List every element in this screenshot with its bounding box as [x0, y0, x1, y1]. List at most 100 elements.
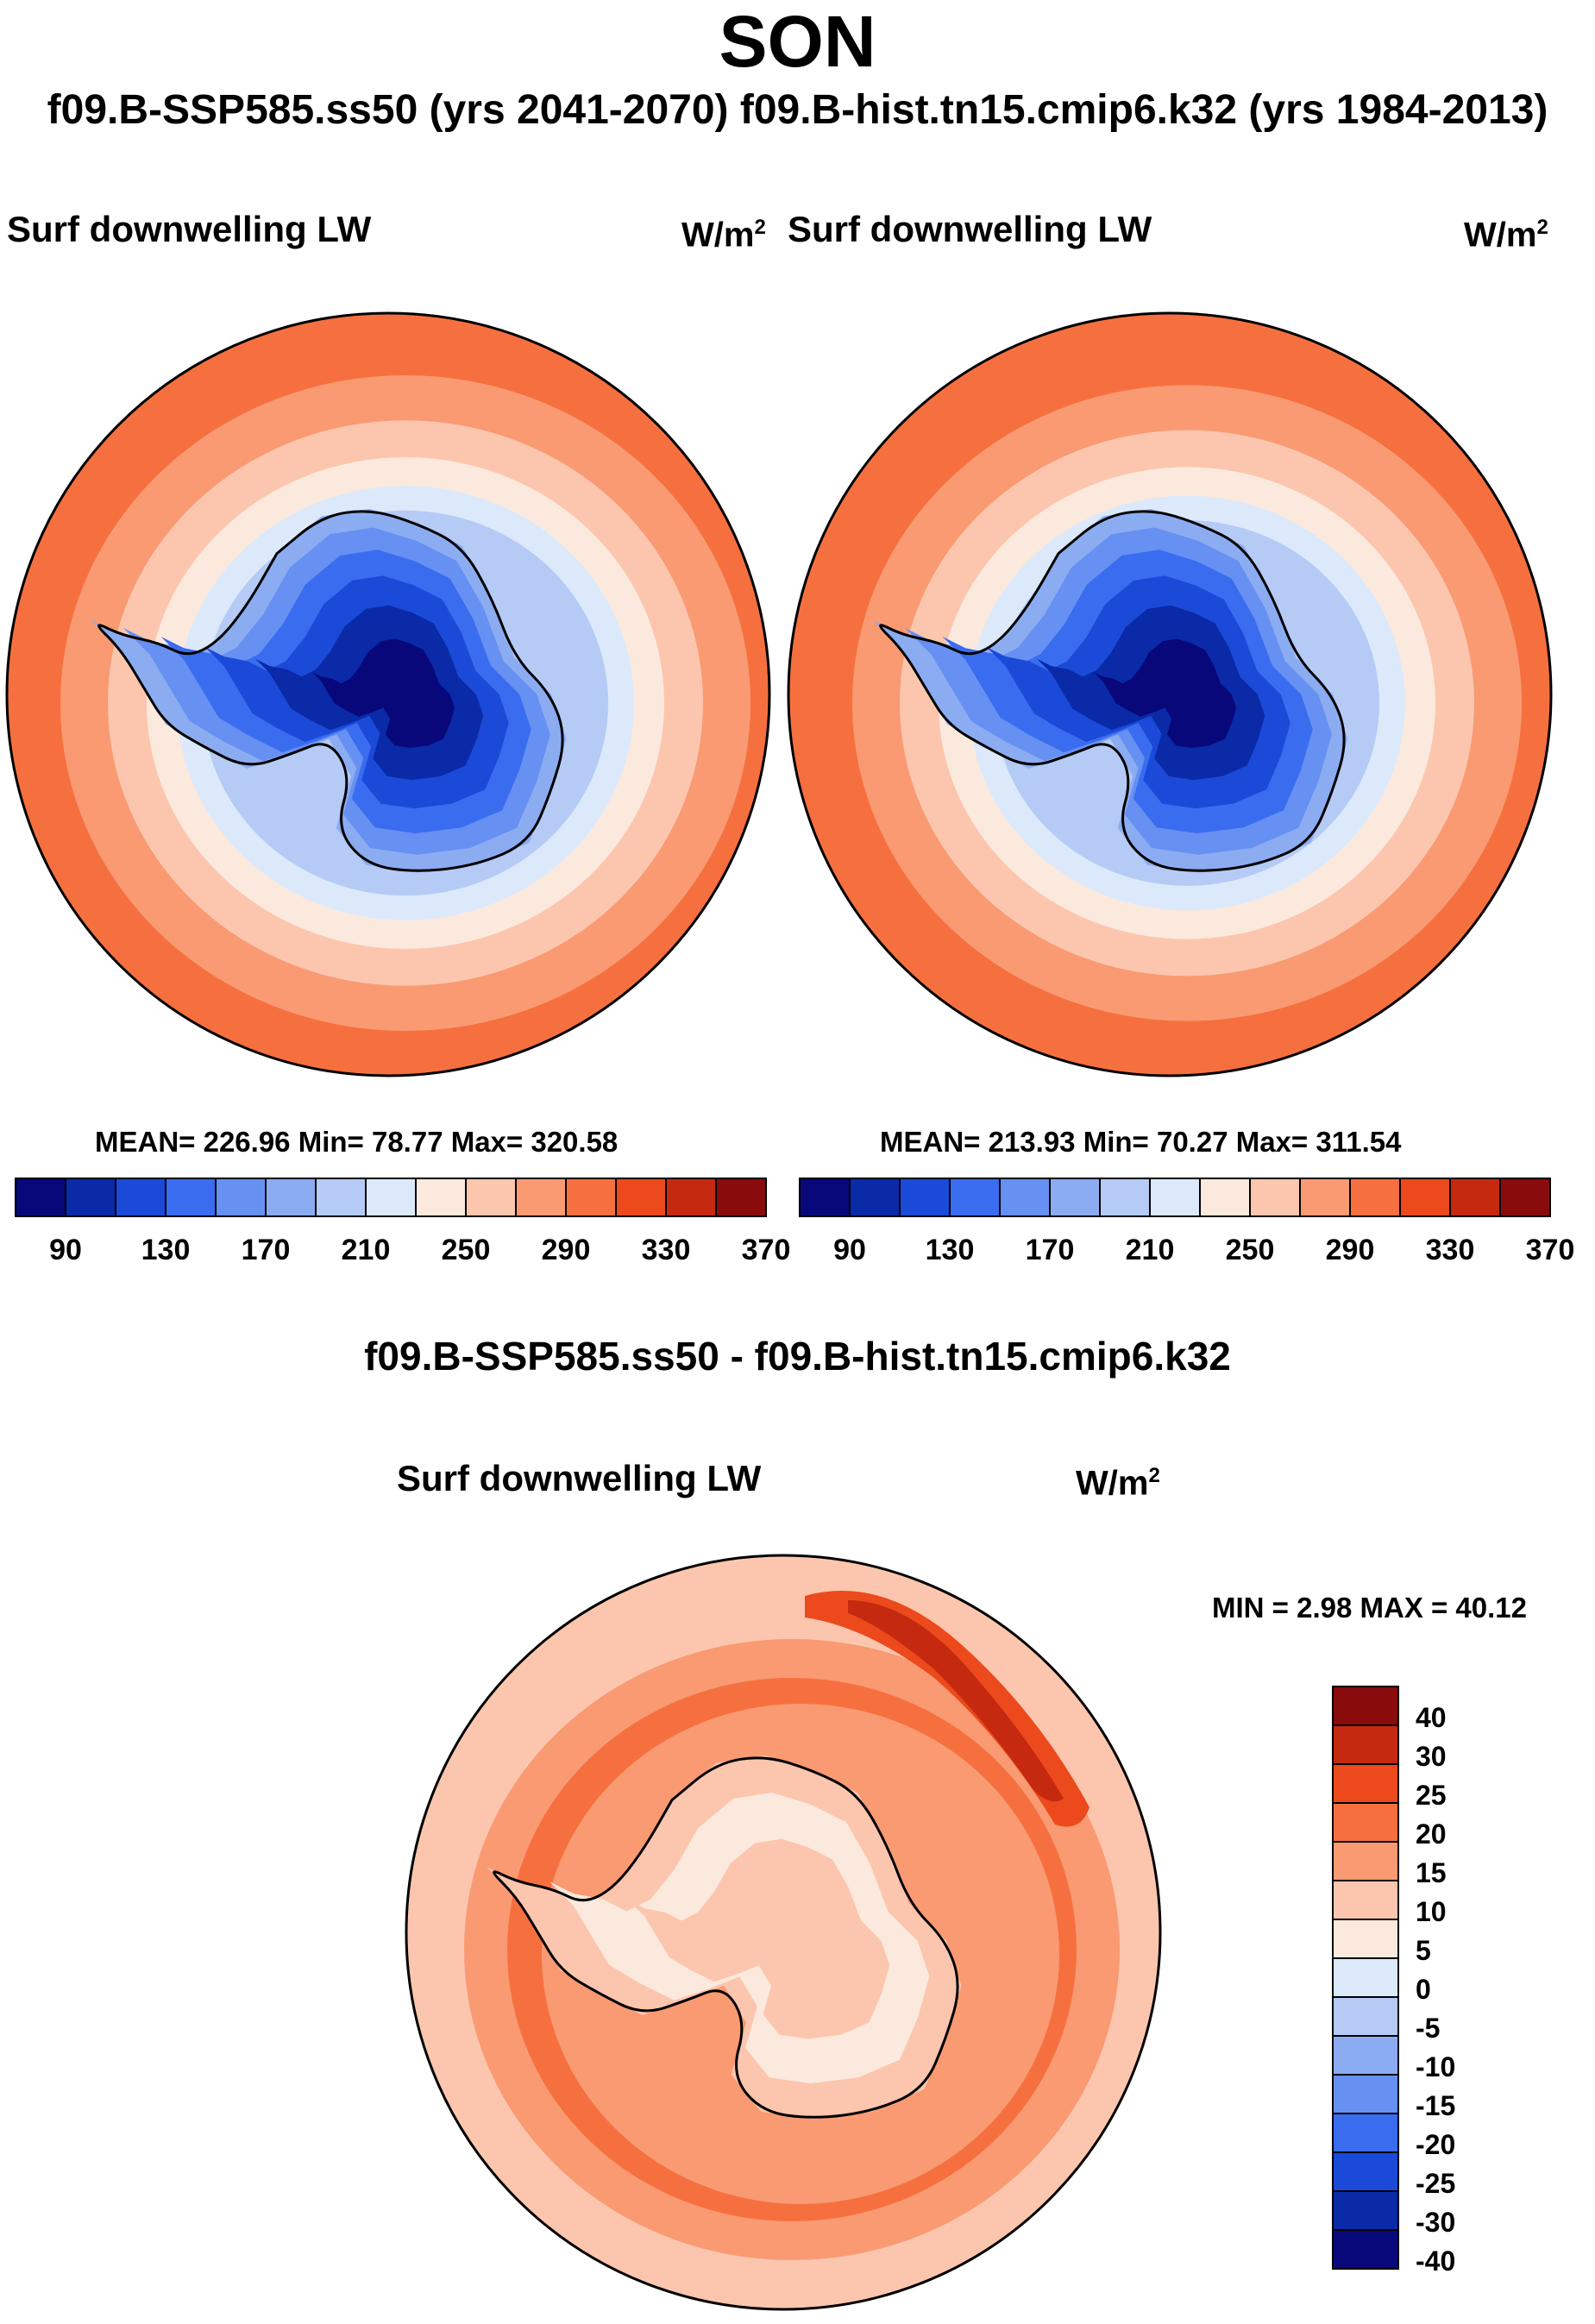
colorbar-tick-label: 330: [1426, 1234, 1475, 1266]
colorbar-tick-label: 170: [242, 1234, 291, 1266]
colorbar-tick-label: 210: [1126, 1234, 1175, 1266]
diff-colorbar-tick-label: 0: [1416, 1974, 1431, 2005]
colorbar-swatch: [1149, 1178, 1201, 1217]
difference-title: f09.B-SSP585.ss50 - f09.B-hist.tn15.cmip…: [364, 1334, 1231, 1379]
colorbar-swatch: [165, 1178, 217, 1217]
colorbar-swatch: [15, 1178, 66, 1217]
right-map-contour-fill: [788, 313, 1551, 1076]
diff-colorbar: 40 30 25 20 15 10 5 0 -5 -10 -15 -20 -25 -30 -40: [1332, 1686, 1455, 2277]
left-panel-variable: Surf downwelling LW: [7, 209, 372, 249]
diff-colorbar-tick-label: 25: [1416, 1780, 1447, 1811]
colorbar-swatch: [465, 1178, 517, 1217]
diff-map-boundary: [405, 1554, 1162, 2311]
colorbar-swatch: [615, 1178, 667, 1217]
colorbar-swatch: [565, 1178, 617, 1217]
diff-colorbar-tick-label: -30: [1416, 2207, 1455, 2238]
diff-colorbar-swatch: [1332, 2229, 1399, 2270]
colorbar-tick-label: 130: [926, 1234, 975, 1266]
right-map-boundary: [787, 311, 1553, 1077]
figure-title: SON: [719, 1, 876, 82]
colorbar-tick-label: 370: [1526, 1234, 1575, 1266]
diff-colorbar-swatch: [1332, 1763, 1399, 1804]
colorbar-swatch: [415, 1178, 467, 1217]
colorbar-swatch: [715, 1178, 767, 1217]
diff-anomaly-max: [848, 1600, 1064, 1802]
colorbar-swatch: [799, 1178, 851, 1217]
left-map-boundary: [5, 311, 771, 1077]
colorbar-swatch: [215, 1178, 267, 1217]
colorbar-swatch: [65, 1178, 116, 1217]
colorbar-swatch: [1199, 1178, 1251, 1217]
diff-colorbar-swatch: [1332, 1996, 1399, 2037]
right-panel-units: W/m2: [1464, 216, 1548, 254]
diff-colorbar-tick-label: 15: [1416, 1857, 1447, 1888]
colorbar-tick-label: 370: [742, 1234, 791, 1266]
diff-colorbar-tick-label: 30: [1416, 1741, 1447, 1772]
right-polar-map: [787, 311, 1553, 1077]
difference-polar-map: [405, 1554, 1162, 2311]
colorbar-swatch: [1049, 1178, 1101, 1217]
diff-map-antarctica-coastline: [493, 1756, 959, 2119]
diff-colorbar-swatch: [1332, 2113, 1399, 2153]
left-polar-map: [5, 311, 771, 1077]
colorbar-swatch: [1099, 1178, 1151, 1217]
diff-map-contour-fill: [406, 1555, 1160, 2309]
diff-colorbar-swatch: [1332, 1880, 1399, 1920]
colorbar-tick-label: 250: [1226, 1234, 1275, 1266]
right-panel-stats: MEAN= 213.93 Min= 70.27 Max= 311.54: [880, 1126, 1402, 1158]
colorbar-tick-label: 330: [642, 1234, 691, 1266]
left-map-contour-fill: [7, 313, 769, 1076]
colorbar-tick-label: 90: [49, 1234, 82, 1266]
colorbar-swatch: [315, 1178, 367, 1217]
colorbar-swatch: [1399, 1178, 1451, 1217]
colorbar-swatch: [899, 1178, 951, 1217]
diff-colorbar-tick-label: -20: [1416, 2129, 1455, 2160]
diff-panel-variable: Surf downwelling LW: [397, 1458, 762, 1498]
left-colorbar: 90 130 170 210 250 290 330 370: [15, 1178, 790, 1266]
diff-colorbar-tick-label: -40: [1416, 2245, 1455, 2277]
colorbar-tick-label: 130: [141, 1234, 191, 1266]
right-panel-variable: Surf downwelling LW: [788, 209, 1152, 249]
diff-colorbar-swatch: [1332, 1802, 1399, 1843]
right-colorbar: 90 130 170 210 250 290 330 370: [799, 1178, 1574, 1266]
diff-colorbar-tick-label: 10: [1416, 1896, 1447, 1927]
colorbar-swatch: [1299, 1178, 1351, 1217]
diff-colorbar-tick-label: -5: [1416, 2013, 1440, 2044]
colorbar-tick-label: 210: [342, 1234, 391, 1266]
colorbar-swatch: [949, 1178, 1001, 1217]
figure-subtitle: f09.B-SSP585.ss50 (yrs 2041-2070) f09.B-…: [47, 87, 1548, 133]
colorbar-tick-label: 290: [1326, 1234, 1375, 1266]
colorbar-swatch: [665, 1178, 717, 1217]
diff-colorbar-swatch: [1332, 1724, 1399, 1765]
colorbar-swatch: [365, 1178, 417, 1217]
diff-colorbar-swatch: [1332, 1919, 1399, 1959]
diff-colorbar-tick-label: 5: [1416, 1935, 1431, 1966]
colorbar-swatch: [265, 1178, 317, 1217]
colorbar-swatch: [115, 1178, 166, 1217]
left-map-antarctica-coastline: [97, 510, 564, 872]
left-panel-units: W/m2: [681, 216, 766, 254]
diff-colorbar-swatch: [1332, 2190, 1399, 2231]
diff-colorbar-tick-label: 20: [1416, 1818, 1447, 1850]
colorbar-swatch: [1349, 1178, 1401, 1217]
ice-band-5: [311, 638, 455, 748]
colorbar-tick-label: 90: [833, 1234, 866, 1266]
colorbar-swatch: [849, 1178, 901, 1217]
diff-ice-band-2: [628, 1838, 890, 2039]
colorbar-swatch: [1499, 1178, 1551, 1217]
colorbar-swatch: [515, 1178, 567, 1217]
diff-colorbar-tick-label: -25: [1416, 2168, 1455, 2199]
colorbar-swatch: [999, 1178, 1051, 1217]
colorbar-tick-label: 170: [1026, 1234, 1075, 1266]
diff-colorbar-tick-label: -10: [1416, 2051, 1455, 2082]
diff-colorbar-swatch: [1332, 2035, 1399, 2076]
right-map-antarctica-coastline: [879, 510, 1346, 872]
diff-colorbar-swatch: [1332, 1841, 1399, 1881]
colorbar-tick-label: 250: [442, 1234, 491, 1266]
diff-colorbar-tick-label: 40: [1416, 1702, 1447, 1733]
diff-colorbar-swatch: [1332, 1686, 1399, 1726]
colorbar-swatch: [1449, 1178, 1501, 1217]
colorbar-swatch: [1249, 1178, 1301, 1217]
diff-colorbar-swatch: [1332, 2074, 1399, 2114]
diff-colorbar-tick-label: -15: [1416, 2090, 1455, 2121]
